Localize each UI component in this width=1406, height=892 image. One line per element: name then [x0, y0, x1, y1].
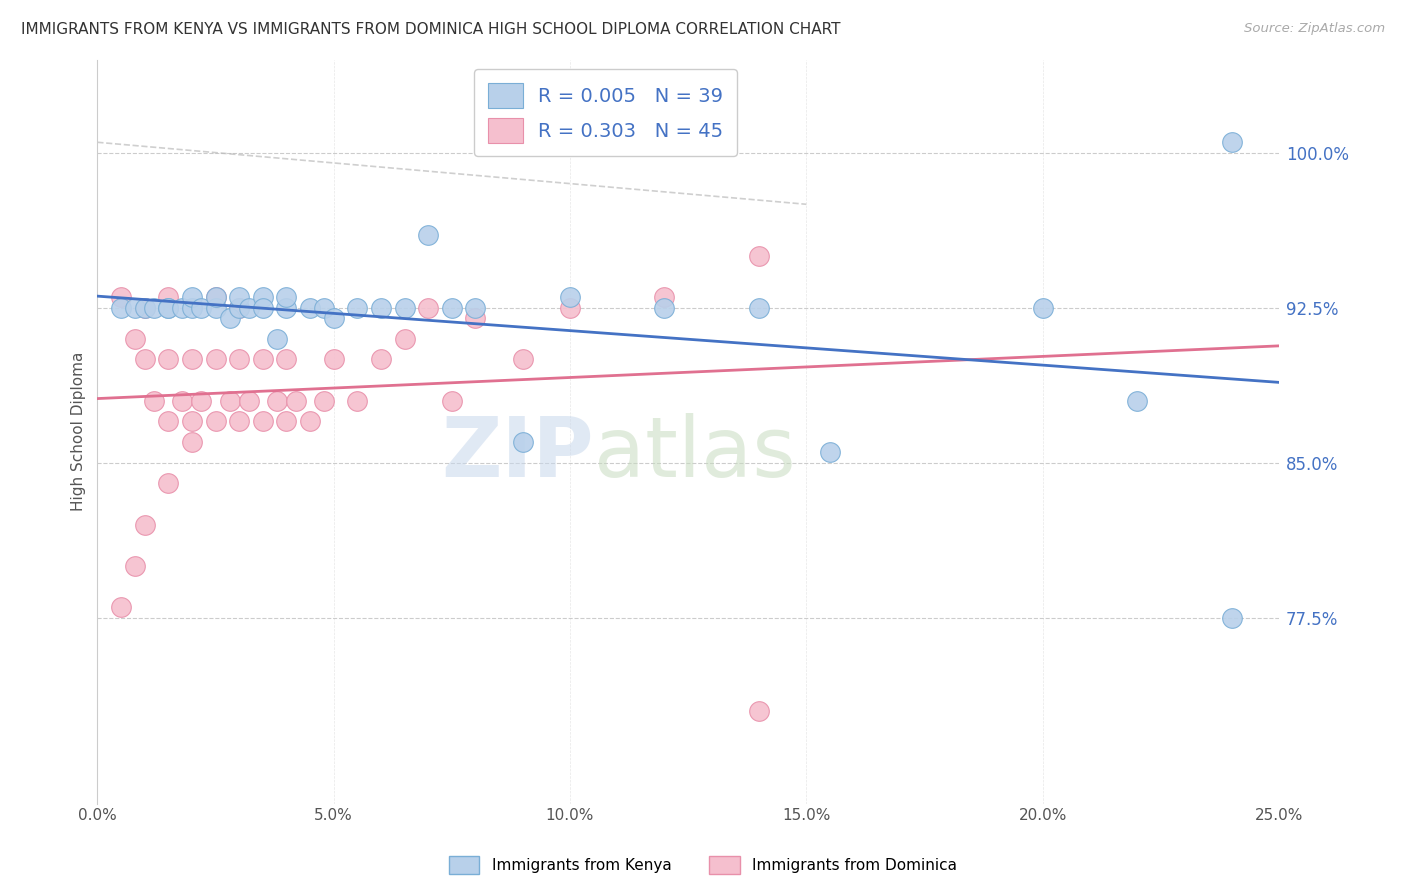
Point	[654, 290, 676, 304]
Point	[134, 517, 156, 532]
Point	[818, 445, 841, 459]
Y-axis label: High School Diploma: High School Diploma	[72, 352, 86, 511]
Point	[143, 301, 166, 315]
Point	[314, 301, 336, 315]
Point	[157, 352, 180, 367]
Text: atlas: atlas	[593, 413, 796, 494]
Point	[252, 414, 274, 428]
Legend: R = 0.005   N = 39, R = 0.303   N = 45: R = 0.005 N = 39, R = 0.303 N = 45	[474, 70, 737, 156]
Point	[204, 352, 226, 367]
Point	[124, 301, 146, 315]
Point	[748, 249, 770, 263]
Point	[654, 301, 676, 315]
Point	[110, 600, 132, 615]
Legend: Immigrants from Kenya, Immigrants from Dominica: Immigrants from Kenya, Immigrants from D…	[443, 850, 963, 880]
Point	[464, 301, 486, 315]
Point	[228, 290, 250, 304]
Point	[252, 352, 274, 367]
Point	[266, 332, 288, 346]
Point	[418, 228, 440, 243]
Point	[157, 290, 180, 304]
Point	[370, 301, 392, 315]
Point	[124, 332, 146, 346]
Point	[322, 352, 344, 367]
Point	[299, 301, 322, 315]
Point	[204, 414, 226, 428]
Point	[464, 310, 486, 325]
Text: ZIP: ZIP	[441, 413, 593, 494]
Point	[228, 352, 250, 367]
Point	[346, 301, 368, 315]
Point	[252, 301, 274, 315]
Point	[228, 414, 250, 428]
Point	[418, 301, 440, 315]
Point	[110, 290, 132, 304]
Point	[110, 301, 132, 315]
Point	[143, 393, 166, 408]
Point	[180, 352, 202, 367]
Point	[157, 301, 180, 315]
Point	[238, 301, 260, 315]
Point	[266, 393, 288, 408]
Point	[180, 414, 202, 428]
Point	[1220, 135, 1243, 149]
Point	[180, 301, 202, 315]
Point	[512, 352, 534, 367]
Point	[218, 310, 240, 325]
Point	[370, 352, 392, 367]
Text: IMMIGRANTS FROM KENYA VS IMMIGRANTS FROM DOMINICA HIGH SCHOOL DIPLOMA CORRELATIO: IMMIGRANTS FROM KENYA VS IMMIGRANTS FROM…	[21, 22, 841, 37]
Point	[228, 301, 250, 315]
Point	[1126, 393, 1149, 408]
Point	[252, 290, 274, 304]
Point	[157, 414, 180, 428]
Point	[180, 434, 202, 449]
Point	[204, 290, 226, 304]
Point	[512, 434, 534, 449]
Point	[276, 301, 298, 315]
Point	[190, 393, 212, 408]
Point	[1032, 301, 1054, 315]
Point	[440, 301, 463, 315]
Point	[157, 476, 180, 491]
Point	[124, 558, 146, 573]
Point	[134, 301, 156, 315]
Point	[172, 393, 194, 408]
Point	[299, 414, 322, 428]
Point	[314, 393, 336, 408]
Point	[440, 393, 463, 408]
Point	[172, 301, 194, 315]
Point	[180, 290, 202, 304]
Point	[394, 301, 416, 315]
Point	[284, 393, 307, 408]
Text: Source: ZipAtlas.com: Source: ZipAtlas.com	[1244, 22, 1385, 36]
Point	[204, 301, 226, 315]
Point	[228, 301, 250, 315]
Point	[322, 310, 344, 325]
Point	[748, 704, 770, 718]
Point	[276, 414, 298, 428]
Point	[134, 301, 156, 315]
Point	[238, 393, 260, 408]
Point	[134, 352, 156, 367]
Point	[394, 332, 416, 346]
Point	[1220, 610, 1243, 624]
Point	[218, 393, 240, 408]
Point	[157, 301, 180, 315]
Point	[346, 393, 368, 408]
Point	[204, 290, 226, 304]
Point	[558, 290, 581, 304]
Point	[276, 290, 298, 304]
Point	[276, 352, 298, 367]
Point	[190, 301, 212, 315]
Point	[748, 301, 770, 315]
Point	[558, 301, 581, 315]
